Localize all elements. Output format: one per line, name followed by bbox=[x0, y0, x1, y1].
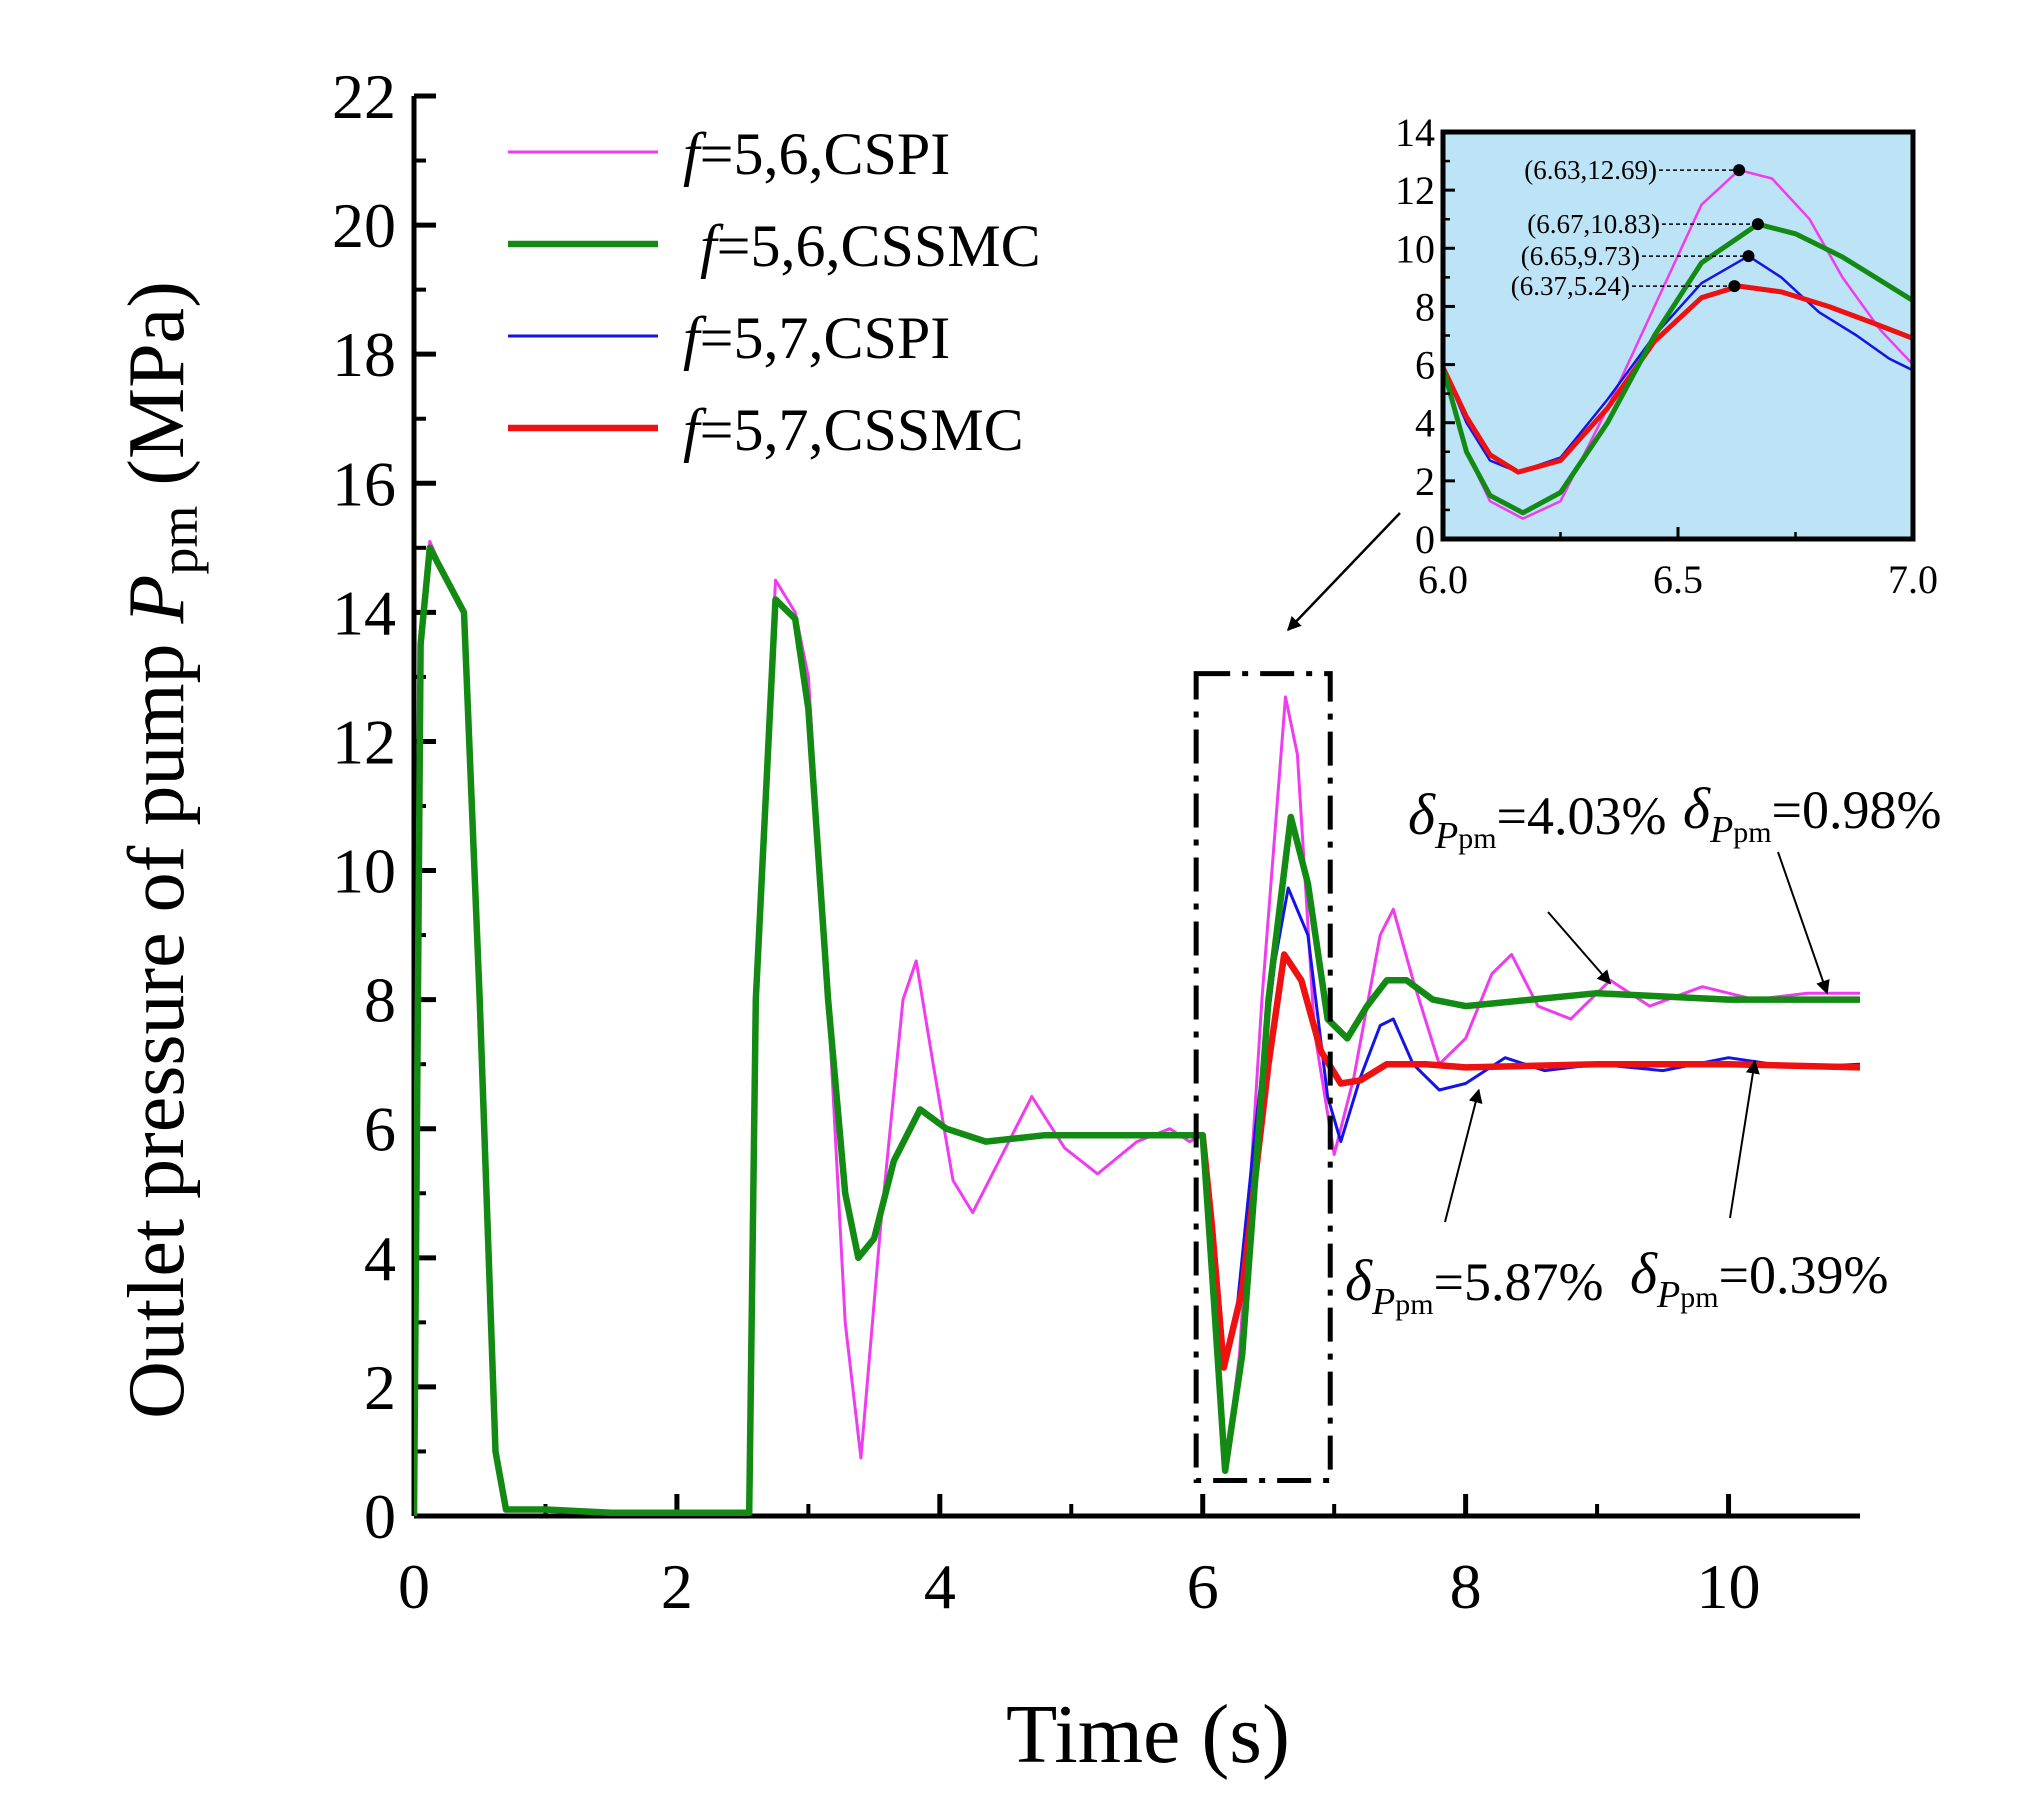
delta-symbol: δ bbox=[1683, 776, 1711, 841]
main-annotations: δPpm=4.03% δPpm=0.98%δPpm=5.87% δPpm=0.39% bbox=[1345, 776, 1941, 1323]
peak-marker bbox=[1742, 250, 1755, 263]
legend-label-rest: =5,6,CSSMC bbox=[717, 213, 1041, 279]
delta-annotation: δPpm=0.98% bbox=[1683, 776, 1941, 851]
peak-label: (6.67,10.83) bbox=[1527, 209, 1660, 239]
y-axis-title: Outlet pressure of pump Ppm (MPa) bbox=[113, 281, 209, 1419]
delta-symbol: δ bbox=[1630, 1241, 1658, 1306]
main-y-tick-label: 20 bbox=[332, 190, 396, 261]
delta-sub: pm bbox=[1395, 1288, 1433, 1321]
delta-annotation: δPpm=5.87% bbox=[1345, 1248, 1603, 1323]
series-line-2 bbox=[414, 544, 1860, 1516]
y-axis-title-var: P bbox=[113, 575, 201, 625]
inset-y-tick-label: 4 bbox=[1415, 401, 1435, 446]
peak-label: (6.37,5.24) bbox=[1511, 271, 1630, 301]
delta-var: P bbox=[1656, 1274, 1680, 1316]
y-axis-title-text: Outlet pressure of pump bbox=[113, 623, 201, 1418]
legend-label-rest: =5,6,CSPI bbox=[700, 121, 951, 187]
series-line-1 bbox=[414, 539, 1860, 1516]
main-y-axis: 0 2 4 6 8 10 12 14 16 18 20 22 bbox=[332, 61, 436, 1552]
legend-label-rest: =5,7,CSPI bbox=[700, 305, 951, 371]
inset-x-tick-label: 6.5 bbox=[1653, 557, 1703, 602]
inset-x-tick-label: 7.0 bbox=[1888, 557, 1938, 602]
inset-y-tick-label: 10 bbox=[1395, 226, 1435, 271]
peak-marker bbox=[1751, 218, 1764, 231]
main-y-tick-label: 18 bbox=[332, 319, 396, 390]
delta-arrow bbox=[1547, 911, 1612, 985]
legend-label: f=5,7,CSPI bbox=[683, 305, 950, 371]
inset-y-tick-label: 8 bbox=[1415, 284, 1435, 329]
delta-value: =0.98% bbox=[1772, 780, 1942, 840]
delta-value: =0.39% bbox=[1719, 1245, 1889, 1305]
delta-annotation: δPpm=0.39% bbox=[1630, 1241, 1888, 1316]
main-x-tick-label: 2 bbox=[661, 1551, 693, 1622]
inset-peak-labels: (6.63,12.69) (6.67,10.83)(6.65,9.73)(6.37… bbox=[1511, 155, 1764, 301]
main-x-tick-label: 0 bbox=[398, 1551, 430, 1622]
delta-sub: pm bbox=[1680, 1281, 1718, 1314]
zoom-callout bbox=[1193, 512, 1401, 1483]
delta-annotation: δPpm=4.03% bbox=[1408, 782, 1666, 857]
main-series-group bbox=[414, 539, 1860, 1516]
delta-arrow bbox=[1729, 1059, 1760, 1219]
zoom-box bbox=[1193, 671, 1333, 1483]
inset-chart: (6.63,12.69) (6.67,10.83)(6.65,9.73)(6.37… bbox=[1395, 110, 1938, 602]
main-y-tick-label: 10 bbox=[332, 836, 396, 907]
legend-item: f=5,7,CSSMC bbox=[508, 397, 1024, 463]
inset-y-tick-label: 12 bbox=[1395, 168, 1435, 213]
delta-var: P bbox=[1434, 815, 1458, 857]
delta-sub: pm bbox=[1733, 816, 1771, 849]
inset-y-tick-label: 0 bbox=[1415, 517, 1435, 562]
y-axis-title-unit: (MPa) bbox=[113, 281, 201, 505]
legend-label: f=5,6,CSSMC bbox=[700, 213, 1041, 279]
main-y-tick-label: 22 bbox=[332, 61, 396, 132]
delta-value: =5.87% bbox=[1434, 1252, 1604, 1312]
peak-label: (6.63,12.69) bbox=[1524, 155, 1657, 185]
delta-var: P bbox=[1709, 809, 1733, 851]
inset-series-line-4 bbox=[1443, 283, 1913, 475]
x-axis-title: Time (s) bbox=[1006, 1688, 1290, 1781]
legend-label: f=5,6,CSPI bbox=[683, 121, 950, 187]
inset-background bbox=[1443, 132, 1913, 539]
delta-arrow bbox=[1777, 851, 1830, 995]
main-y-tick-label: 16 bbox=[332, 448, 396, 519]
main-y-tick-label: 6 bbox=[364, 1094, 396, 1165]
legend-item: f=5,7,CSPI bbox=[508, 305, 950, 371]
legend: f=5,6,CSPI f=5,6,CSSMC f=5,7,CSPI f=5,7,CSS… bbox=[508, 121, 1041, 463]
delta-var: P bbox=[1371, 1281, 1395, 1323]
peak-marker bbox=[1733, 164, 1746, 177]
inset-y-tick-label: 14 bbox=[1395, 110, 1435, 155]
delta-symbol: δ bbox=[1345, 1248, 1373, 1313]
y-axis-title-sub: pm bbox=[149, 506, 209, 575]
inset-x-axis: 6.0 6.5 7.0 bbox=[1418, 527, 1938, 602]
peak-label: (6.65,9.73) bbox=[1521, 241, 1640, 271]
main-x-tick-label: 6 bbox=[1187, 1551, 1219, 1622]
main-y-tick-label: 0 bbox=[364, 1481, 396, 1552]
legend-label-rest: =5,7,CSSMC bbox=[700, 397, 1024, 463]
main-y-tick-label: 2 bbox=[364, 1352, 396, 1423]
inset-series-line-3 bbox=[1443, 254, 1913, 474]
main-y-tick-label: 14 bbox=[332, 577, 396, 648]
delta-symbol: δ bbox=[1408, 782, 1436, 847]
legend-item: f=5,6,CSPI bbox=[508, 121, 950, 187]
main-y-tick-label: 4 bbox=[364, 1223, 396, 1294]
delta-arrow bbox=[1444, 1088, 1483, 1223]
main-y-tick-label: 12 bbox=[332, 706, 396, 777]
legend-item: f=5,6,CSSMC bbox=[508, 213, 1041, 279]
legend-label: f=5,7,CSSMC bbox=[683, 397, 1024, 463]
main-x-tick-label: 8 bbox=[1450, 1551, 1482, 1622]
zoom-arrow bbox=[1287, 512, 1401, 632]
main-y-tick-label: 8 bbox=[364, 965, 396, 1036]
main-x-tick-label: 10 bbox=[1697, 1551, 1761, 1622]
inset-y-axis: 0 2 4 6 8 10 12 14 bbox=[1395, 110, 1455, 562]
inset-y-tick-label: 6 bbox=[1415, 343, 1435, 388]
inset-y-tick-label: 2 bbox=[1415, 459, 1435, 504]
peak-marker bbox=[1728, 280, 1741, 293]
delta-value: =4.03% bbox=[1497, 786, 1667, 846]
inset-series-line-2 bbox=[1443, 221, 1913, 516]
inset-x-tick-label: 6.0 bbox=[1418, 557, 1468, 602]
main-x-tick-label: 4 bbox=[924, 1551, 956, 1622]
delta-sub: pm bbox=[1458, 822, 1496, 855]
